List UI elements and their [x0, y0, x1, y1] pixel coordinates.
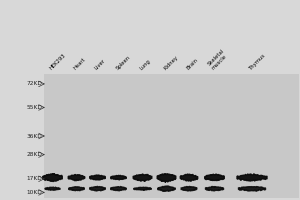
Text: Skeletal
muscle: Skeletal muscle — [207, 48, 230, 71]
Polygon shape — [134, 187, 151, 190]
Polygon shape — [205, 174, 224, 181]
Text: 17KD: 17KD — [26, 176, 42, 181]
Text: HEK293: HEK293 — [49, 53, 67, 71]
Polygon shape — [111, 175, 126, 180]
Polygon shape — [133, 174, 152, 182]
Text: Brain: Brain — [185, 58, 199, 71]
Text: 55KD: 55KD — [26, 105, 42, 110]
Polygon shape — [206, 186, 224, 191]
Bar — [44, 74, 298, 198]
Polygon shape — [181, 186, 197, 191]
Polygon shape — [237, 174, 267, 181]
Polygon shape — [45, 187, 60, 190]
Text: Thymus: Thymus — [248, 53, 267, 71]
Text: 28KD: 28KD — [26, 152, 42, 157]
Text: 36KD: 36KD — [26, 134, 42, 138]
Polygon shape — [90, 175, 105, 180]
Polygon shape — [157, 174, 176, 182]
Polygon shape — [180, 174, 198, 181]
Text: Lung: Lung — [139, 58, 152, 71]
Text: 72KD: 72KD — [26, 81, 42, 86]
Polygon shape — [90, 186, 105, 191]
Text: Heart: Heart — [73, 57, 87, 71]
Text: Spleen: Spleen — [115, 55, 131, 71]
Polygon shape — [43, 173, 62, 182]
Polygon shape — [68, 174, 85, 181]
Polygon shape — [111, 187, 126, 191]
Polygon shape — [69, 187, 84, 191]
Text: Kidney: Kidney — [163, 55, 179, 71]
Text: Liver: Liver — [94, 58, 107, 71]
Text: 10KD: 10KD — [26, 190, 42, 195]
Polygon shape — [158, 186, 175, 191]
Polygon shape — [238, 187, 266, 191]
